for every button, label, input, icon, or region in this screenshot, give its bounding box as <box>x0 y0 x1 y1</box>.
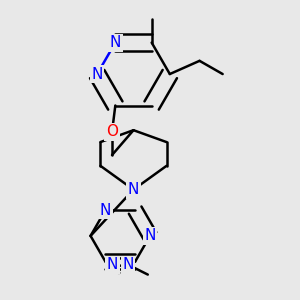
Text: N: N <box>144 228 156 243</box>
Text: N: N <box>100 202 111 217</box>
Text: N: N <box>92 67 103 82</box>
Text: N: N <box>122 257 134 272</box>
Text: N: N <box>110 35 121 50</box>
Text: N: N <box>107 257 118 272</box>
Text: N: N <box>128 182 139 197</box>
Text: O: O <box>106 124 118 140</box>
